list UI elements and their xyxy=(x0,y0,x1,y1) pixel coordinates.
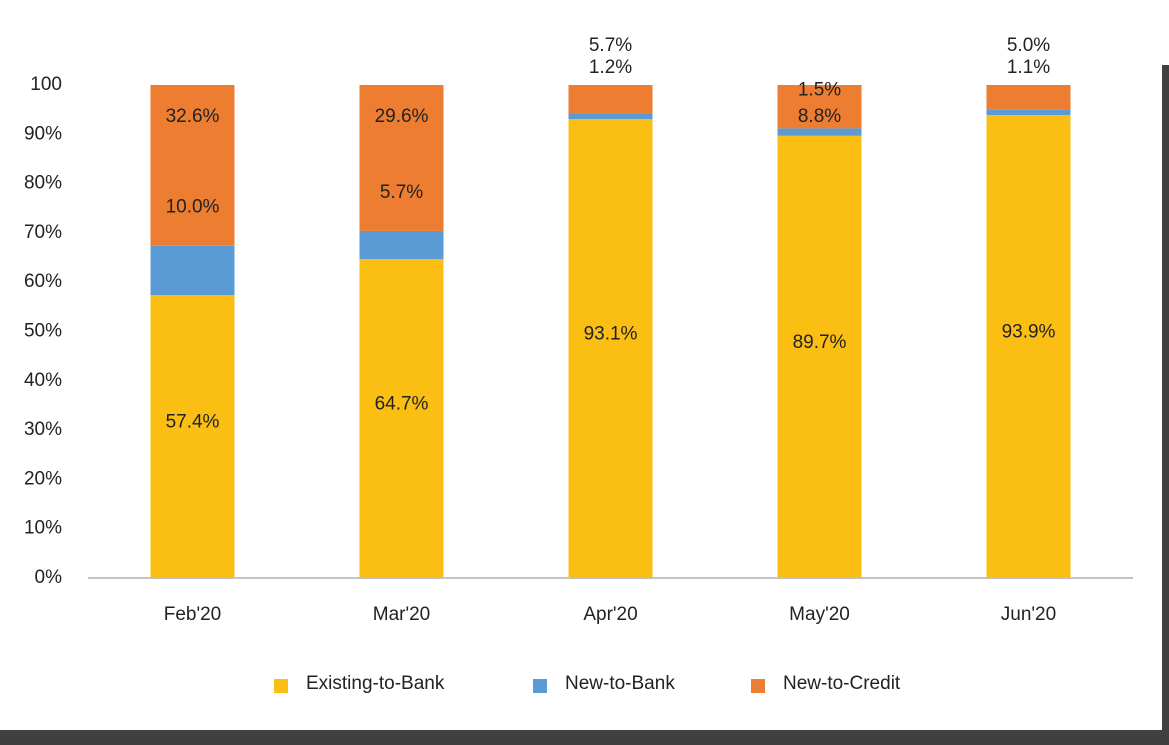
data-label: 5.7% xyxy=(589,35,632,56)
bar-segment xyxy=(986,109,1071,116)
bar-segment xyxy=(150,245,235,296)
x-tick-label: Mar'20 xyxy=(373,604,430,625)
data-label: 1.5% xyxy=(798,79,841,100)
x-tick-label: Apr'20 xyxy=(583,604,637,625)
y-tick-label: 30% xyxy=(24,419,62,440)
x-tick-label: May'20 xyxy=(789,604,850,625)
bar-segment xyxy=(359,85,444,231)
bar-segment xyxy=(986,85,1071,110)
data-label: 10.0% xyxy=(166,197,220,218)
y-tick-label: 60% xyxy=(24,271,62,292)
y-tick-label: 0% xyxy=(35,567,63,588)
y-tick-label: 50% xyxy=(24,321,62,342)
x-tick-label: Feb'20 xyxy=(164,604,222,625)
y-tick-label: 20% xyxy=(24,468,62,489)
data-label: 89.7% xyxy=(793,332,847,353)
data-label: 5.7% xyxy=(380,182,423,203)
data-label: 64.7% xyxy=(375,394,429,415)
bar-segment xyxy=(568,113,653,120)
data-label: 29.6% xyxy=(375,106,429,127)
bar-segment xyxy=(359,230,444,260)
bar-segment xyxy=(777,135,862,579)
y-tick-label: 70% xyxy=(24,222,62,243)
bar-segment xyxy=(150,295,235,578)
y-tick-label: 100 xyxy=(30,74,62,95)
y-tick-label: 10% xyxy=(24,518,62,539)
bar-segment xyxy=(359,259,444,578)
bar-segment xyxy=(777,128,862,136)
x-tick-label: Jun'20 xyxy=(1001,604,1056,625)
bar-segment xyxy=(986,115,1071,578)
y-tick-label: 90% xyxy=(24,123,62,144)
y-tick-label: 40% xyxy=(24,370,62,391)
data-label: 8.8% xyxy=(798,106,841,127)
data-label: 5.0% xyxy=(1007,35,1050,56)
bar-segment xyxy=(568,85,653,114)
bar-segment xyxy=(777,85,862,129)
data-label: 1.1% xyxy=(1007,57,1050,78)
legend-label: Existing-to-Bank xyxy=(306,673,445,694)
data-label: 57.4% xyxy=(166,412,220,433)
data-label: 93.9% xyxy=(1002,322,1056,343)
data-label: 1.2% xyxy=(589,57,632,78)
data-label: 93.1% xyxy=(584,324,638,345)
bottom-border xyxy=(0,730,1169,745)
legend-label: New-to-Credit xyxy=(783,673,901,694)
legend-label: New-to-Bank xyxy=(565,673,675,694)
data-label: 32.6% xyxy=(166,106,220,127)
right-border xyxy=(1162,65,1169,745)
y-tick-label: 80% xyxy=(24,173,62,194)
bar-segment xyxy=(568,119,653,578)
legend-swatch xyxy=(274,679,288,693)
legend-swatch xyxy=(751,679,765,693)
bar-segment xyxy=(150,85,235,246)
legend-swatch xyxy=(533,679,547,693)
